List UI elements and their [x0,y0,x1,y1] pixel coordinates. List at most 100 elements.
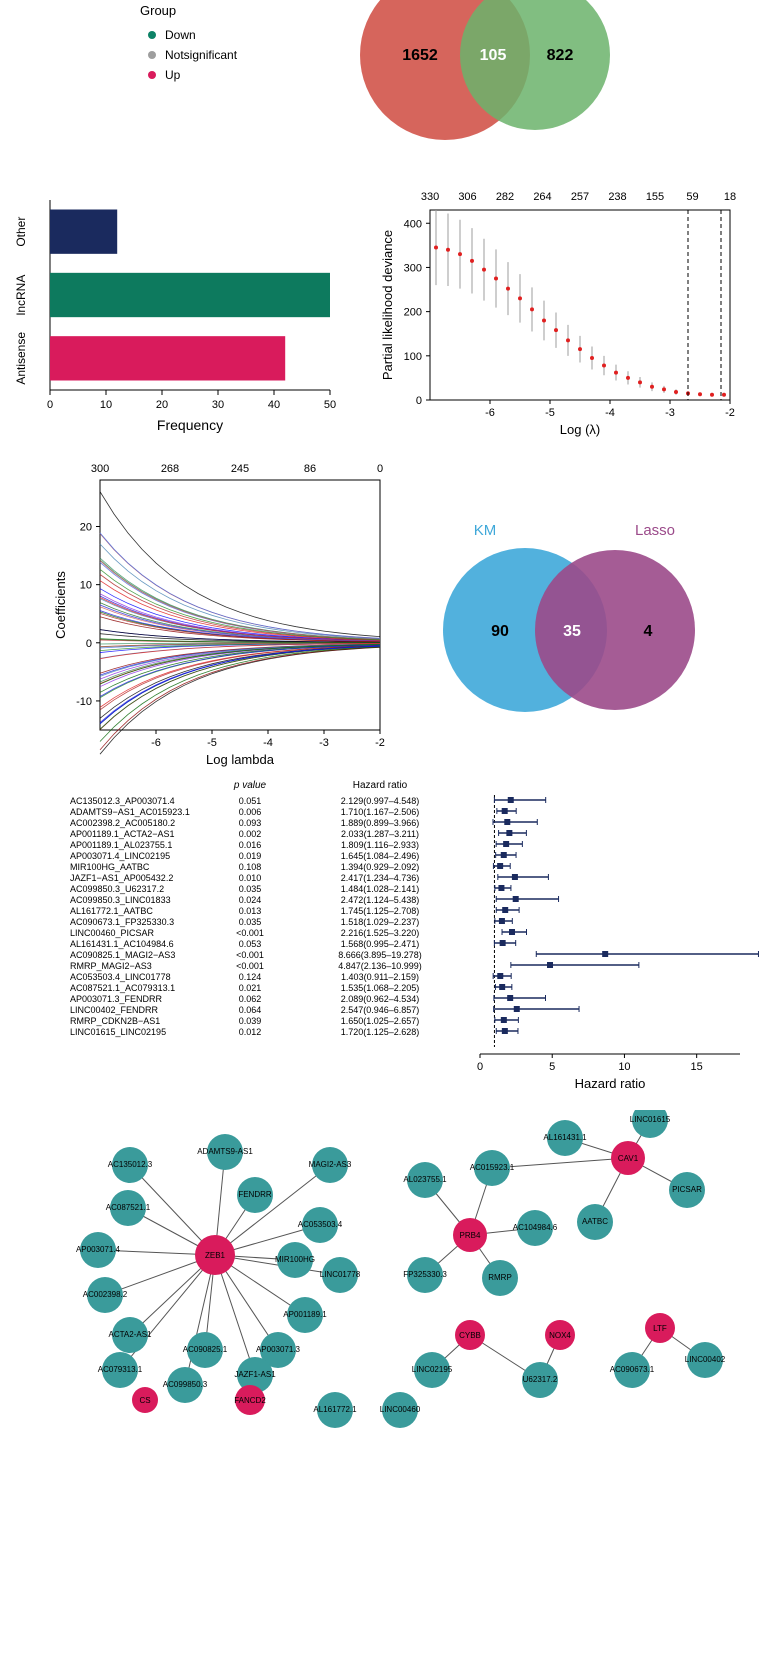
svg-text:p value: p value [233,780,267,791]
svg-text:PRB4: PRB4 [460,1231,481,1240]
forest-hr: 2.547(0.946–6.857) [341,1005,420,1015]
forest-p: 0.051 [239,796,262,806]
forest-point [499,918,505,924]
svg-text:20: 20 [80,522,92,534]
forest-name: AP001189.1_ACTA2−AS1 [70,829,175,839]
svg-text:LINC01615: LINC01615 [630,1115,671,1124]
forest-p: <0.001 [236,950,264,960]
forest-hr: 2.089(0.962–4.534) [341,994,420,1004]
svg-text:90: 90 [491,623,509,640]
forest-point [502,907,508,913]
bar [50,273,330,317]
forest-hr: 1.484(1.028–2.141) [341,884,420,894]
forest-hr: 1.568(0.995–2.471) [341,939,420,949]
forest-p: 0.062 [239,994,262,1004]
svg-text:-6: -6 [151,737,161,749]
svg-text:ACTA2-AS1: ACTA2-AS1 [109,1330,153,1339]
legend-dot [148,31,156,39]
svg-text:Coefficients: Coefficients [53,571,68,639]
svg-text:NOX4: NOX4 [549,1331,571,1340]
svg-text:0: 0 [47,399,53,411]
svg-text:-3: -3 [319,737,329,749]
svg-text:0: 0 [86,638,92,650]
svg-text:155: 155 [646,191,664,203]
svg-text:-5: -5 [545,407,555,419]
svg-text:59: 59 [686,191,698,203]
forest-point [506,830,512,836]
forest-hr: 2.033(1.287–3.211) [341,829,419,839]
forest-point [497,863,503,869]
forest-p: 0.013 [239,906,262,916]
forest-hr: 2.129(0.997–4.548) [341,796,420,806]
legend-label: Down [165,28,196,42]
b-xlabel: Frequency [157,417,223,433]
svg-text:LINC00402: LINC00402 [685,1355,726,1364]
svg-text:-5: -5 [207,737,217,749]
forest-point [497,973,503,979]
forest-point [602,951,608,957]
svg-text:300: 300 [91,463,109,475]
svg-text:RMRP: RMRP [488,1273,512,1282]
legend-dot [148,71,156,79]
svg-text:400: 400 [404,218,422,230]
svg-text:40: 40 [268,399,280,411]
forest-name: LINC00402_FENDRR [70,1005,159,1015]
svg-text:300: 300 [404,262,422,274]
svg-text:20: 20 [156,399,168,411]
svg-text:Antisense: Antisense [14,332,28,385]
forest-point [507,995,513,1001]
venn-overlap-count: 105 [480,47,507,64]
svg-text:15: 15 [691,1061,703,1073]
venn-lasso [535,550,695,710]
svg-text:282: 282 [496,191,514,203]
svg-text:5: 5 [549,1061,555,1073]
svg-text:AC135012.3: AC135012.3 [108,1160,153,1169]
svg-text:Partial likelihood deviance: Partial likelihood deviance [380,230,395,380]
legend-label: Up [165,68,181,82]
svg-text:0: 0 [416,395,422,407]
svg-text:4: 4 [644,623,653,640]
svg-text:Other: Other [14,217,28,247]
svg-text:Log lambda: Log lambda [206,752,275,767]
forest-hr: 1.394(0.929–2.092) [341,862,420,872]
svg-text:CS: CS [139,1396,150,1405]
forest-name: MIR100HG_AATBC [70,862,150,872]
forest-point [503,841,509,847]
panel-bc-row: 01020304050OtherlncRNAAntisense Frequenc… [0,180,773,440]
forest-p: 0.093 [239,818,262,828]
forest-name: RMRP_CDKN2B−AS1 [70,1016,160,1026]
forest-name: AC090825.1_MAGI2−AS3 [70,950,175,960]
panel-de-row: -6-5-4-3-2-1001020300268245860Log lambda… [0,440,773,770]
forest-p: 0.012 [239,1027,262,1037]
svg-text:Hazard ratio: Hazard ratio [353,780,408,791]
forest-hr: 1.889(0.899–3.966) [341,818,420,828]
forest-name: AC087521.1_AC079313.1 [70,983,175,993]
forest-name: AL161772.1_AATBC [70,906,153,916]
svg-text:AL161431.1: AL161431.1 [543,1133,587,1142]
svg-text:LINC00460: LINC00460 [380,1405,421,1414]
forest-p: 0.010 [239,873,262,883]
forest-point [499,984,505,990]
forest-name: AC090673.1_FP325330.3 [70,917,174,927]
forest-hr: 1.645(1.084–2.496) [341,851,420,861]
svg-text:-6: -6 [485,407,495,419]
forest-point [513,896,519,902]
forest-point [504,819,510,825]
forest-name: AC053503.4_LINC01778 [70,972,171,982]
svg-text:330: 330 [421,191,439,203]
forest-point [508,797,514,803]
svg-text:0: 0 [377,463,383,475]
forest-name: RMRP_MAGI2−AS3 [70,961,152,971]
forest-hr: 1.720(1.125–2.628) [341,1027,420,1037]
forest-point [502,1028,508,1034]
forest-hr: 1.809(1.116–2.933) [341,840,419,850]
svg-text:-4: -4 [263,737,273,749]
forest-p: 0.124 [239,972,262,982]
svg-text:86: 86 [304,463,316,475]
forest-hr: 8.666(3.895–19.278) [338,950,422,960]
svg-text:AC079313.1: AC079313.1 [98,1365,143,1374]
svg-text:-3: -3 [665,407,675,419]
forest-p: 0.064 [239,1005,262,1015]
forest-p: 0.002 [239,829,262,839]
svg-text:FENDRR: FENDRR [238,1190,272,1199]
